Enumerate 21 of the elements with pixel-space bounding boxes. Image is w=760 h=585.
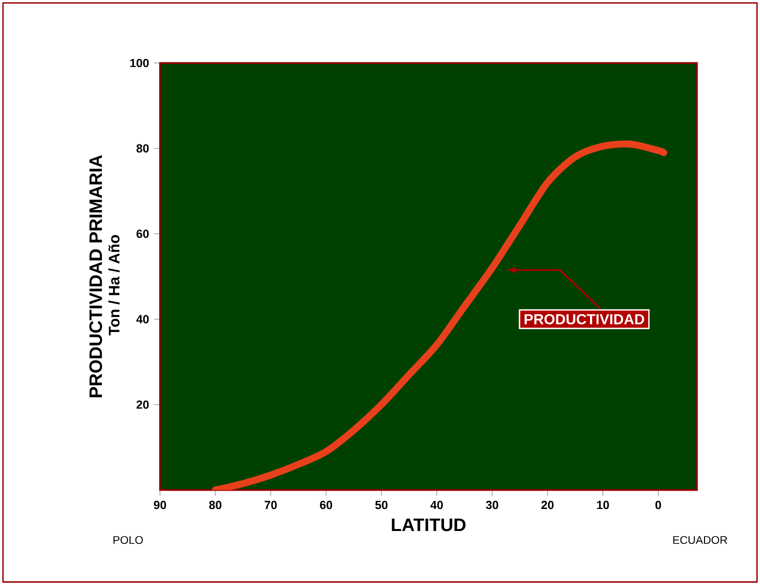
y-tick-label: 60 (136, 230, 149, 238)
x-tick-label: 20 (541, 500, 554, 510)
y-tick-label: 20 (136, 400, 149, 409)
y-tick-label: 80 (136, 144, 149, 153)
x-tick-label: 40 (430, 500, 443, 510)
y-tick-label: 40 (136, 315, 149, 324)
x-tick-label: 60 (320, 500, 332, 510)
x-tick-label: 50 (375, 500, 388, 510)
x-tick-label: 80 (209, 500, 222, 510)
x-tick-label: 70 (264, 500, 277, 510)
x-tick-label: 90 (154, 500, 166, 510)
text: POLO (114, 536, 143, 544)
x-tick-label: 30 (486, 500, 498, 510)
x-axis-title: LATITUD (392, 518, 466, 532)
y-axis-title: PRODUCTIVIDAD PRIMARIA (89, 155, 102, 398)
y-tick-label: 100 (130, 58, 149, 68)
x-tick-label: 0 (655, 500, 662, 510)
text: Ton / Ha / Año (108, 235, 120, 336)
annotation: PRODUCTIVIDAD (524, 314, 644, 324)
text: ECUADOR (673, 536, 728, 544)
x-tick-label: 10 (597, 500, 609, 510)
